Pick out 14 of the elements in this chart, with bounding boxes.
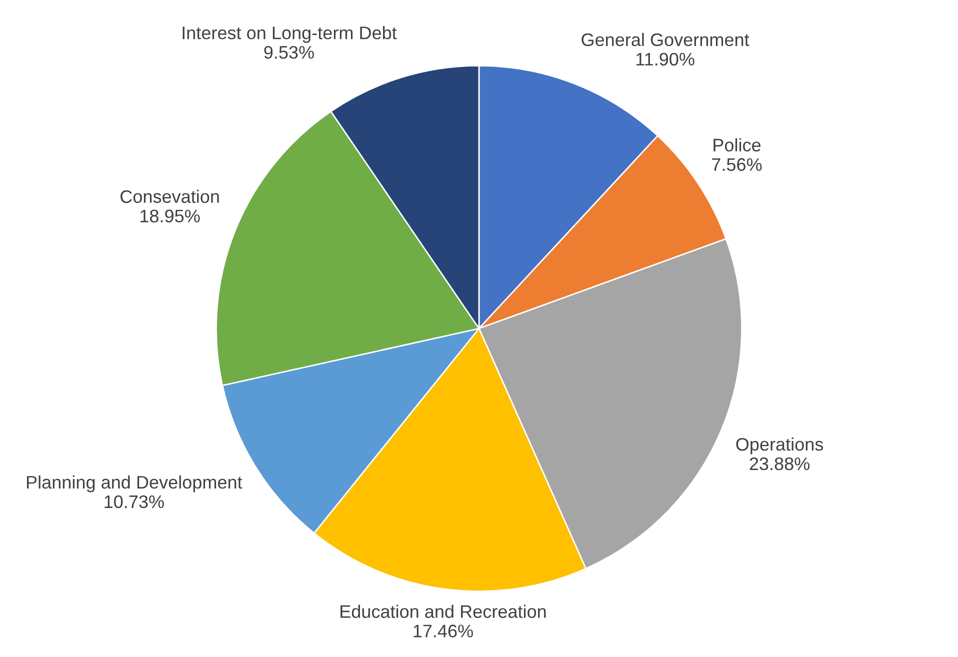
- data-label: 23.88%: [750, 457, 810, 470]
- slice-label: Consevation: [120, 190, 219, 203]
- slice-label: General Government: [582, 32, 750, 46]
- slice-label: Operations: [736, 437, 824, 454]
- data-label: 18.95%: [140, 210, 200, 222]
- data-label: 7.56%: [712, 158, 762, 171]
- slice-label: Police: [714, 138, 761, 152]
- slice-label: Planning and Development: [27, 475, 242, 492]
- slice-label: Interest on Long-term Debt: [182, 26, 397, 43]
- data-label: 17.46%: [414, 624, 473, 638]
- data-label: 11.90%: [636, 52, 694, 66]
- slice-label: Education and Recreation: [340, 604, 546, 618]
- data-label: 10.73%: [104, 495, 164, 508]
- data-label: 9.53%: [264, 46, 314, 59]
